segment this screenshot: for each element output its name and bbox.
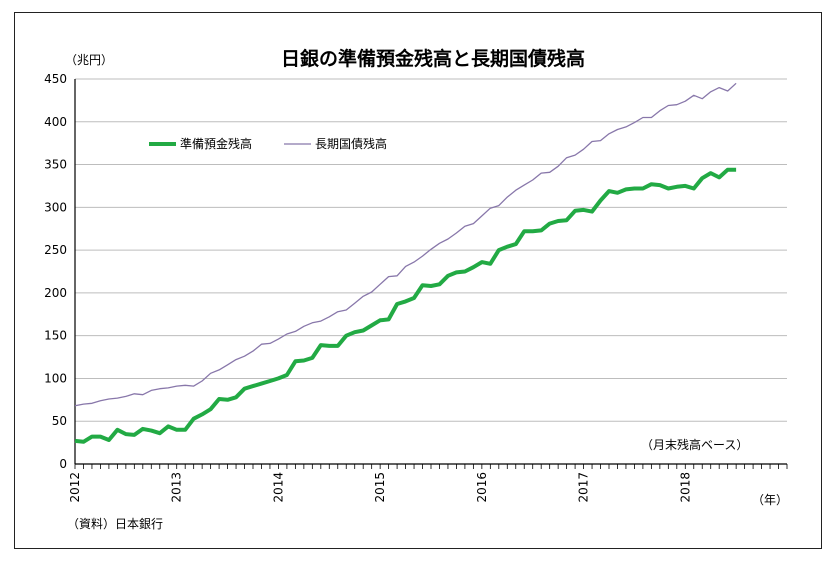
y-tick-label: 150 bbox=[44, 329, 67, 343]
legend-label-reserves: 準備預金残高 bbox=[180, 136, 252, 151]
y-tick-label: 200 bbox=[44, 286, 67, 300]
x-tick-labels: 2012 2013 2014 2015 2016 2017 2018 bbox=[68, 472, 692, 503]
source-note: （資料）日本銀行 bbox=[67, 517, 163, 531]
y-tick-label: 450 bbox=[44, 72, 67, 86]
x-tick-label: 2014 bbox=[271, 472, 285, 503]
legend: 準備預金残高 長期国債残高 bbox=[149, 136, 387, 151]
x-tick-label: 2013 bbox=[170, 472, 184, 503]
series-lines bbox=[74, 82, 737, 444]
chart-note: （月末残高ベース） bbox=[641, 437, 748, 452]
x-tick-label: 2012 bbox=[68, 472, 82, 503]
y-tick-label: 0 bbox=[59, 457, 67, 471]
x-tick-label: 2015 bbox=[373, 472, 387, 503]
y-tick-label: 100 bbox=[44, 371, 67, 385]
y-tick-label: 250 bbox=[44, 243, 67, 257]
x-axis-unit: （年） bbox=[752, 493, 788, 507]
y-tick-label: 400 bbox=[44, 115, 67, 129]
x-tick-label: 2018 bbox=[678, 472, 692, 503]
legend-label-jgb: 長期国債残高 bbox=[315, 136, 387, 151]
x-tick-label: 2017 bbox=[577, 472, 591, 503]
line-chart: 0 50 100 150 200 250 300 350 400 450 2012 2013 2014… bbox=[44, 47, 788, 531]
y-tick-label: 350 bbox=[44, 158, 67, 172]
series-line-reserves bbox=[74, 167, 737, 444]
chart-title: 日銀の準備預金残高と長期国債残高 bbox=[281, 47, 585, 70]
y-tick-label: 300 bbox=[44, 200, 67, 214]
x-tick-label: 2016 bbox=[475, 472, 489, 503]
y-tick-label: 50 bbox=[52, 414, 67, 428]
series-line-jgb bbox=[74, 82, 737, 407]
y-tick-labels: 0 50 100 150 200 250 300 350 400 450 bbox=[44, 72, 67, 471]
chart-frame: 0 50 100 150 200 250 300 350 400 450 2012 2013 2014… bbox=[14, 12, 822, 549]
y-axis-unit: （兆円） bbox=[65, 53, 113, 67]
